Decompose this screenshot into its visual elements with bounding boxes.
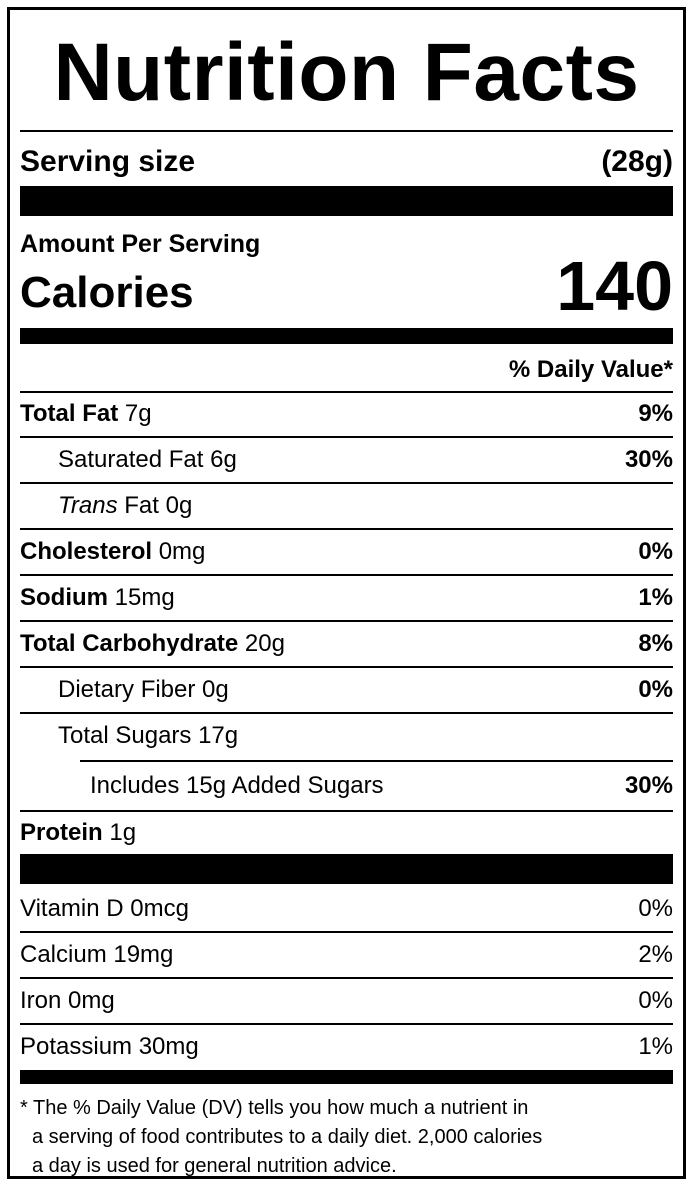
label-title: Nutrition Facts <box>53 27 640 118</box>
nutrient-row-saturated-fat: Saturated Fat 6g 30% <box>20 441 673 479</box>
vitamin-dv: 2% <box>638 941 673 968</box>
vitamin-name: Calcium 19mg <box>20 941 174 968</box>
nutrient-row-total-carbohydrate: Total Carbohydrate 20g 8% <box>20 625 673 663</box>
serving-size-value: (28g) <box>601 145 673 178</box>
nutrient-name: Total Carbohydrate <box>20 630 239 657</box>
nutrient-name: Total Sugars <box>58 722 192 749</box>
nutrient-row-cholesterol: Cholesterol 0mg 0% <box>20 533 673 571</box>
nutrient-name: Trans <box>58 492 118 519</box>
nutrient-dv: 0% <box>638 538 673 565</box>
vitamin-row-calcium: Calcium 19mg 2% <box>20 936 673 974</box>
thick-divider <box>20 186 673 216</box>
divider <box>20 574 673 576</box>
calories-value: 140 <box>556 247 673 325</box>
nutrient-row-dietary-fiber: Dietary Fiber 0g 0% <box>20 671 673 709</box>
nutrient-row-protein: Protein 1g <box>20 814 673 852</box>
nutrient-row-trans-fat: Trans Fat 0g <box>20 487 673 525</box>
nutrient-amount: 20g <box>238 630 285 657</box>
footnote-line-2: a serving of food contributes to a daily… <box>32 1126 543 1148</box>
divider <box>20 712 673 714</box>
serving-size-label: Serving size <box>20 145 196 178</box>
amount-per-serving: Amount Per Serving <box>20 230 261 258</box>
divider <box>20 482 673 484</box>
divider <box>20 931 673 933</box>
nutrient-name: Sodium <box>20 584 108 611</box>
divider <box>20 391 673 393</box>
nutrient-dv: 9% <box>638 400 673 427</box>
vitamin-dv: 1% <box>638 1033 673 1060</box>
nutrient-amount: 17g <box>191 722 239 749</box>
label-body: Nutrition Facts Serving size (28g) Amoun… <box>20 10 673 1177</box>
divider <box>20 666 673 668</box>
footnote-line-1: * The % Daily Value (DV) tells you how m… <box>20 1097 529 1119</box>
nutrient-amount: 0mg <box>152 538 206 565</box>
nutrient-row-added-sugars: Includes 15g Added Sugars 30% <box>20 767 673 805</box>
divider <box>20 810 673 812</box>
thick-divider <box>20 328 673 344</box>
vitamin-name: Vitamin D 0mcg <box>20 895 189 922</box>
vitamin-row-vitamin-d: Vitamin D 0mcg 0% <box>20 890 673 928</box>
vitamin-dv: 0% <box>638 895 673 922</box>
vitamin-name: Potassium 30mg <box>20 1033 199 1060</box>
vitamin-name: Iron 0mg <box>20 987 115 1014</box>
divider <box>80 760 673 762</box>
nutrient-amount: 6g <box>203 446 237 473</box>
nutrient-row-total-fat: Total Fat 7g 9% <box>20 395 673 433</box>
footnote-line-3: a day is used for general nutrition advi… <box>32 1155 397 1177</box>
nutrient-dv: 8% <box>638 630 673 657</box>
nutrient-dv: 1% <box>638 584 673 611</box>
serving-size-row: Serving size (28g) <box>20 140 673 184</box>
divider <box>20 436 673 438</box>
daily-value-header: % Daily Value* <box>508 356 673 383</box>
nutrient-amount: 1g <box>102 819 137 846</box>
thick-divider <box>20 1070 673 1084</box>
nutrient-row-total-sugars: Total Sugars 17g <box>20 717 673 755</box>
divider <box>20 1023 673 1025</box>
vitamin-row-iron: Iron 0mg 0% <box>20 982 673 1020</box>
nutrient-row-sodium: Sodium 15mg 1% <box>20 579 673 617</box>
vitamin-row-potassium: Potassium 30mg 1% <box>20 1028 673 1066</box>
thick-divider <box>20 854 673 884</box>
nutrient-name: Includes 15g Added Sugars <box>90 772 384 799</box>
nutrient-dv: 0% <box>638 676 673 703</box>
nutrient-name: Protein <box>20 819 103 846</box>
divider <box>20 977 673 979</box>
vitamin-dv: 0% <box>638 987 673 1014</box>
nutrient-amount: Fat 0g <box>117 492 193 519</box>
nutrient-amount: 7g <box>118 400 152 427</box>
nutrient-dv: 30% <box>624 446 673 473</box>
nutrient-amount: 0g <box>195 676 229 703</box>
divider <box>20 528 673 530</box>
nutrient-name: Saturated Fat <box>58 446 204 473</box>
nutrient-dv: 30% <box>624 772 673 799</box>
nutrient-amount: 15mg <box>108 584 175 611</box>
nutrient-name: Dietary Fiber <box>58 676 196 703</box>
nutrition-label: Nutrition Facts Serving size (28g) Amoun… <box>7 7 686 1179</box>
footnote: * The % Daily Value (DV) tells you how m… <box>20 1094 613 1181</box>
divider <box>20 130 673 132</box>
calories-label: Calories <box>20 268 194 317</box>
nutrient-name: Total Fat <box>20 400 119 427</box>
divider <box>20 620 673 622</box>
nutrient-name: Cholesterol <box>20 538 153 565</box>
